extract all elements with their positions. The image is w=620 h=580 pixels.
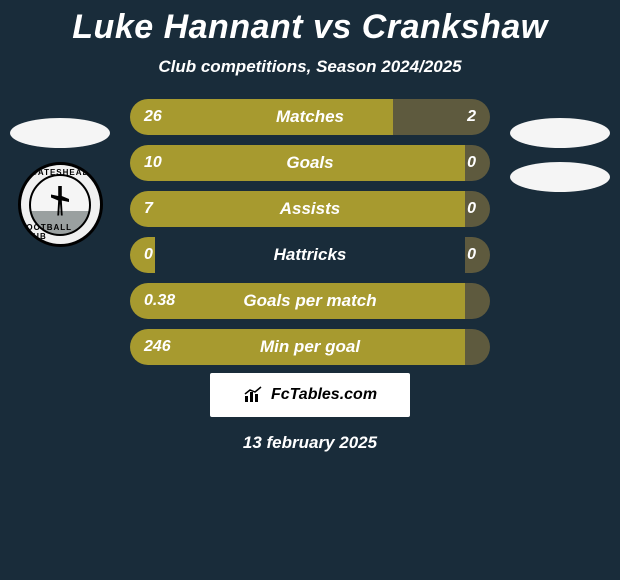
- stat-value-left: 0: [144, 246, 153, 264]
- comparison-infographic: Luke Hannant vs Crankshaw Club competiti…: [0, 0, 620, 453]
- chart-icon: [243, 386, 265, 404]
- stat-row: 0.38Goals per match: [130, 283, 490, 319]
- player-photo-placeholder-right-2: [510, 162, 610, 192]
- stat-bar-right: [465, 329, 490, 365]
- stat-bar-left: 26: [130, 99, 393, 135]
- stat-value-left: 26: [144, 108, 162, 126]
- player-photo-placeholder-left: [10, 118, 110, 148]
- left-badge-column: GATESHEAD FOOTBALL CLUB: [0, 118, 120, 247]
- stat-bar-left: 0: [130, 237, 155, 273]
- stat-bar-right: 0: [465, 191, 490, 227]
- stat-row: 246Min per goal: [130, 329, 490, 365]
- stat-value-left: 10: [144, 154, 162, 172]
- right-badge-column: [500, 118, 620, 192]
- stat-row: 00Hattricks: [130, 237, 490, 273]
- stat-bar-gap: [155, 237, 465, 273]
- page-title: Luke Hannant vs Crankshaw: [0, 8, 620, 47]
- stat-value-left: 246: [144, 338, 171, 356]
- stat-value-left: 7: [144, 200, 153, 218]
- team-badge-left: GATESHEAD FOOTBALL CLUB: [18, 162, 103, 247]
- subtitle: Club competitions, Season 2024/2025: [0, 57, 620, 77]
- player-photo-placeholder-right-1: [510, 118, 610, 148]
- stat-value-right: 0: [467, 246, 476, 264]
- stat-bar-right: [465, 283, 490, 319]
- stat-value-right: 0: [467, 200, 476, 218]
- attribution-text: FcTables.com: [271, 386, 377, 404]
- stat-value-right: 0: [467, 154, 476, 172]
- stat-bar-left: 10: [130, 145, 465, 181]
- date-text: 13 february 2025: [0, 433, 620, 453]
- stat-row: 70Assists: [130, 191, 490, 227]
- stat-bar-right: 2: [393, 99, 490, 135]
- stat-bar-right: 0: [465, 237, 490, 273]
- stat-value-left: 0.38: [144, 292, 175, 310]
- stat-bar-left: 0.38: [130, 283, 465, 319]
- stat-row: 100Goals: [130, 145, 490, 181]
- badge-bottom-text: FOOTBALL CLUB: [21, 223, 100, 241]
- stat-bar-left: 246: [130, 329, 465, 365]
- stat-bar-left: 7: [130, 191, 465, 227]
- attribution-badge: FcTables.com: [210, 373, 410, 417]
- stat-value-right: 2: [467, 108, 476, 126]
- stat-row: 262Matches: [130, 99, 490, 135]
- stat-bar-right: 0: [465, 145, 490, 181]
- badge-figure-icon: [51, 186, 69, 216]
